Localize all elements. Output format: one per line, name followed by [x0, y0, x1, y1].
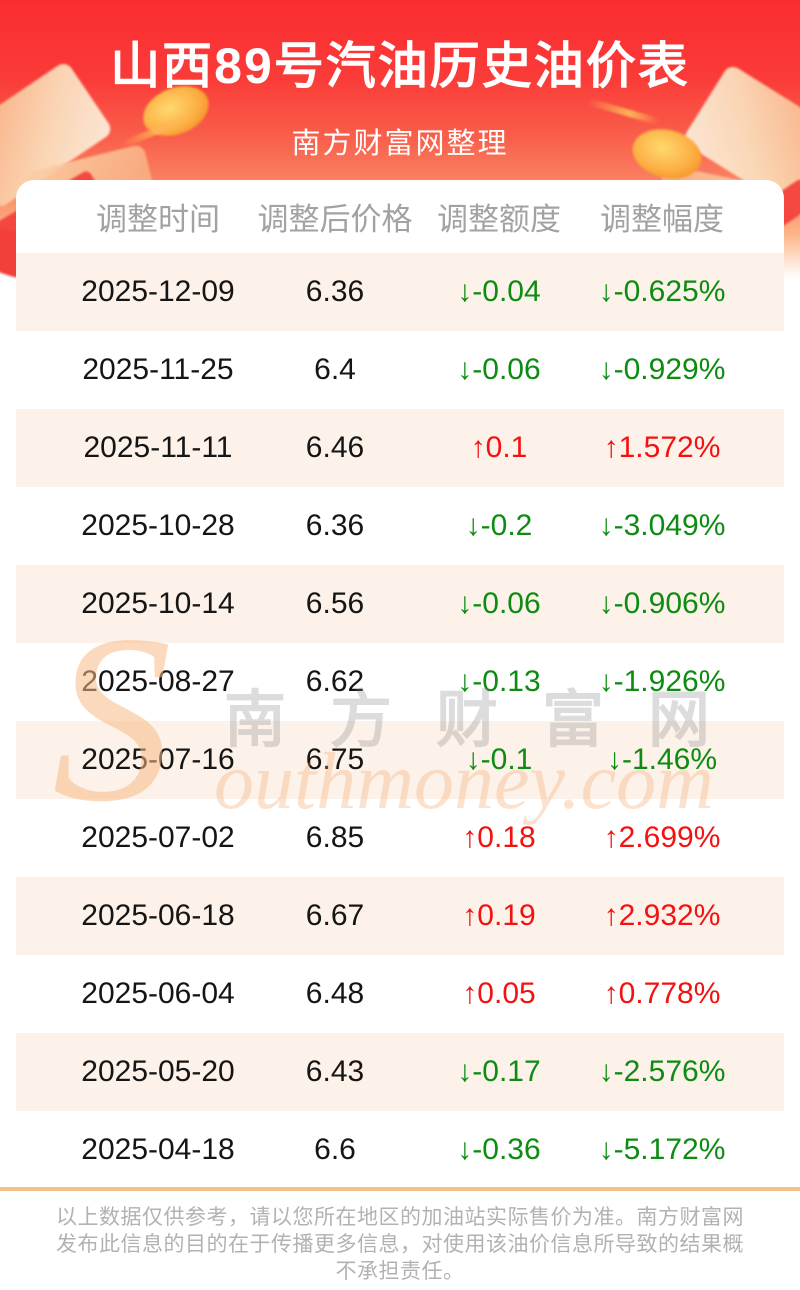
- cell-date: 2025-11-11: [83, 431, 233, 464]
- cell-price: 6.75: [305, 743, 365, 776]
- cell-change: ↑0.18: [462, 821, 536, 854]
- cell-change: ↓-0.04: [457, 275, 541, 308]
- cell-price: 6.48: [305, 977, 365, 1010]
- cell-price: 6.6: [314, 1133, 356, 1166]
- cell-price: 6.67: [305, 899, 365, 932]
- table-row: 2025-08-27 6.62 ↓-0.13 ↓-1.926%: [16, 643, 784, 721]
- table-row: 2025-12-09 6.36 ↓-0.04 ↓-0.625%: [16, 253, 784, 331]
- cell-date: 2025-08-27: [81, 665, 235, 698]
- cell-rate: ↓-3.049%: [598, 509, 726, 542]
- column-header-adjusted-price: 调整后价格: [257, 202, 413, 237]
- column-header-adjust-rate: 调整幅度: [600, 202, 724, 237]
- cell-price: 6.56: [305, 587, 365, 620]
- table-row: 2025-11-11 6.46 ↑0.1 ↑1.572%: [16, 409, 784, 487]
- cell-change: ↑0.05: [462, 977, 536, 1010]
- cell-change: ↓-0.1: [465, 743, 533, 776]
- column-header-adjust-time: 调整时间: [96, 202, 220, 237]
- column-header-adjust-amount: 调整额度: [437, 202, 561, 237]
- cell-date: 2025-07-16: [81, 743, 235, 776]
- cell-rate: ↑2.699%: [603, 821, 721, 854]
- price-table-card: 调整时间 调整后价格 调整额度 调整幅度 2025-12-09 6.36 ↓-0…: [16, 180, 784, 1189]
- cell-date: 2025-12-09: [81, 275, 235, 308]
- cell-price: 6.62: [305, 665, 365, 698]
- cell-change: ↓-0.13: [457, 665, 541, 698]
- cell-date: 2025-11-25: [82, 353, 234, 386]
- disclaimer-text: 以上数据仅供参考，请以您所在地区的加油站实际售价为准。南方财富网发布此信息的目的…: [56, 1206, 744, 1283]
- cell-date: 2025-06-18: [81, 899, 235, 932]
- page-title: 山西89号汽油历史油价表: [110, 38, 690, 94]
- cell-price: 6.85: [305, 821, 365, 854]
- cell-date: 2025-10-14: [81, 587, 235, 620]
- table-row: 2025-05-20 6.43 ↓-0.17 ↓-2.576%: [16, 1033, 784, 1111]
- cell-price: 6.43: [305, 1055, 365, 1088]
- cell-change: ↑0.1: [470, 431, 528, 464]
- cell-rate: ↓-5.172%: [598, 1133, 726, 1166]
- cell-rate: ↓-0.625%: [598, 275, 726, 308]
- cell-rate: ↓-1.46%: [606, 743, 718, 776]
- cell-rate: ↓-2.576%: [598, 1055, 726, 1088]
- footer-divider: [0, 1187, 800, 1191]
- footer: 以上数据仅供参考，请以您所在地区的加油站实际售价为准。南方财富网发布此信息的目的…: [0, 1204, 800, 1285]
- table-row: 2025-10-14 6.56 ↓-0.06 ↓-0.906%: [16, 565, 784, 643]
- table-row: 2025-07-02 6.85 ↑0.18 ↑2.699%: [16, 799, 784, 877]
- cell-price: 6.36: [305, 275, 365, 308]
- cell-rate: ↑0.778%: [603, 977, 721, 1010]
- cell-change: ↓-0.17: [457, 1055, 541, 1088]
- cell-price: 6.36: [305, 509, 365, 542]
- cell-change: ↓-0.2: [465, 509, 533, 542]
- page-subtitle: 南方财富网整理: [291, 128, 509, 160]
- table-row: 2025-07-16 6.75 ↓-0.1 ↓-1.46%: [16, 721, 784, 799]
- cell-rate: ↓-0.906%: [598, 587, 726, 620]
- cell-price: 6.46: [305, 431, 365, 464]
- cell-date: 2025-10-28: [81, 509, 235, 542]
- cell-rate: ↑1.572%: [603, 431, 721, 464]
- cell-date: 2025-04-18: [81, 1133, 235, 1166]
- table-body: 2025-12-09 6.36 ↓-0.04 ↓-0.625% 2025-11-…: [16, 253, 784, 1189]
- cell-change: ↓-0.36: [457, 1133, 541, 1166]
- table-header-row: 调整时间 调整后价格 调整额度 调整幅度: [16, 180, 784, 253]
- cell-change: ↓-0.06: [457, 353, 541, 386]
- table-row: 2025-10-28 6.36 ↓-0.2 ↓-3.049%: [16, 487, 784, 565]
- table-row: 2025-06-04 6.48 ↑0.05 ↑0.778%: [16, 955, 784, 1033]
- table-row: 2025-04-18 6.6 ↓-0.36 ↓-5.172%: [16, 1111, 784, 1189]
- table-row: 2025-11-25 6.4 ↓-0.06 ↓-0.929%: [16, 331, 784, 409]
- table-row: 2025-06-18 6.67 ↑0.19 ↑2.932%: [16, 877, 784, 955]
- cell-date: 2025-06-04: [81, 977, 235, 1010]
- cell-rate: ↓-1.926%: [598, 665, 726, 698]
- cell-change: ↓-0.06: [457, 587, 541, 620]
- cell-change: ↑0.19: [462, 899, 536, 932]
- cell-date: 2025-05-20: [81, 1055, 235, 1088]
- cell-rate: ↑2.932%: [603, 899, 721, 932]
- cell-price: 6.4: [314, 353, 356, 386]
- cell-rate: ↓-0.929%: [598, 353, 726, 386]
- cell-date: 2025-07-02: [81, 821, 235, 854]
